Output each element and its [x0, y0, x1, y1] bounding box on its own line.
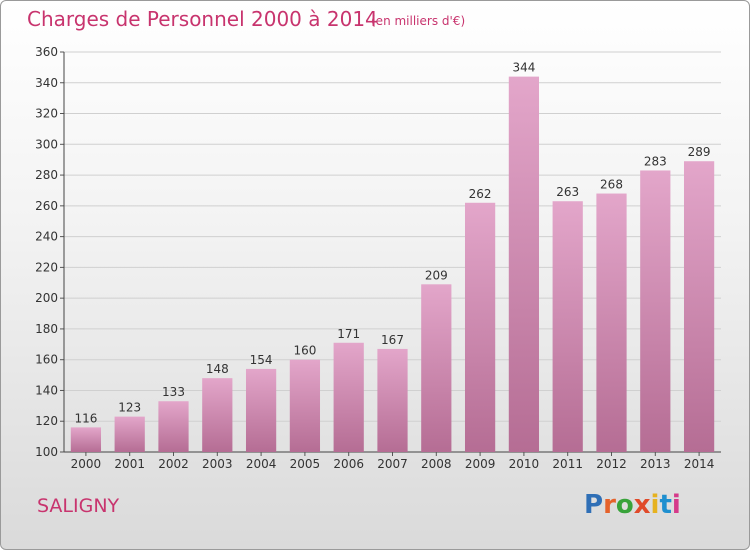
bar [114, 416, 145, 452]
logo-letter: t [659, 490, 672, 520]
value-label: 268 [600, 178, 623, 192]
value-labels: 116 123 133 148 154 160 171 167 209 262 344 263 268 2… [74, 61, 710, 426]
y-tick-label: 160 [35, 353, 58, 367]
logo-letter: o [615, 490, 634, 520]
bar [245, 368, 277, 452]
value-label: 262 [469, 187, 492, 201]
bar [421, 284, 452, 452]
logo-letter: r [603, 490, 616, 520]
x-tick-label: 2014 [684, 457, 715, 471]
bar [289, 359, 321, 452]
y-tick-label: 240 [35, 230, 58, 244]
value-label: 209 [425, 268, 448, 282]
bar [70, 427, 102, 452]
y-tick-label: 300 [35, 137, 58, 151]
bar [640, 170, 671, 452]
y-tick-label: 220 [35, 260, 58, 274]
x-tick-label: 2011 [552, 457, 583, 471]
bar [158, 401, 189, 452]
value-label: 154 [250, 353, 273, 367]
logo-letter: x [633, 490, 651, 520]
x-tick-label: 2010 [509, 457, 540, 471]
x-tick-label: 2013 [640, 457, 671, 471]
logo-letter: i [671, 490, 681, 520]
y-tick-label: 340 [35, 76, 58, 90]
y-tick-label: 140 [35, 383, 58, 397]
bar [377, 348, 408, 452]
commune-name: SALIGNY [37, 495, 120, 517]
y-tick-label: 260 [35, 199, 58, 213]
x-tick-label: 2012 [596, 457, 627, 471]
bar [508, 76, 540, 452]
value-label: 283 [644, 154, 667, 168]
y-tick-label: 200 [35, 291, 58, 305]
unit-note: (en milliers d'€) [371, 14, 466, 28]
chart-title: Charges de Personnel 2000 à 2014 [27, 7, 378, 31]
x-tick-label: 2005 [290, 457, 321, 471]
y-tick-label: 320 [35, 107, 58, 121]
x-tick-label: 2003 [202, 457, 233, 471]
proxiti-logo: Proxiti [584, 490, 681, 520]
logo-letter: P [584, 490, 604, 520]
value-label: 263 [556, 185, 579, 199]
y-tick-label: 180 [35, 322, 58, 336]
x-tick-label: 2002 [158, 457, 189, 471]
value-label: 133 [162, 385, 185, 399]
bar [552, 201, 583, 452]
logo-letter: i [650, 490, 660, 520]
value-label: 148 [206, 362, 229, 376]
y-tick-label: 100 [35, 445, 58, 459]
bar [683, 161, 715, 452]
bars [70, 76, 715, 453]
x-tick-label: 2006 [333, 457, 364, 471]
y-tick-label: 360 [35, 45, 58, 59]
x-tick-label: 2004 [246, 457, 277, 471]
value-label: 171 [337, 327, 360, 341]
axes: 100 120 140 160 180 200 220 240 260 280 300 320 340 3… [35, 45, 721, 471]
value-label: 160 [293, 344, 316, 358]
x-tick-label: 2000 [71, 457, 102, 471]
value-label: 123 [118, 401, 141, 415]
y-tick-label: 120 [35, 414, 58, 428]
x-tick-label: 2008 [421, 457, 452, 471]
x-tick-label: 2001 [114, 457, 145, 471]
bar [333, 342, 364, 452]
x-tick-label: 2009 [465, 457, 496, 471]
bar [202, 378, 233, 452]
value-label: 344 [512, 61, 535, 75]
value-label: 289 [688, 145, 711, 159]
value-label: 116 [74, 411, 97, 425]
x-tick-label: 2007 [377, 457, 408, 471]
value-label: 167 [381, 333, 404, 347]
bar [464, 202, 496, 452]
bar [596, 193, 627, 453]
y-tick-label: 280 [35, 168, 58, 182]
